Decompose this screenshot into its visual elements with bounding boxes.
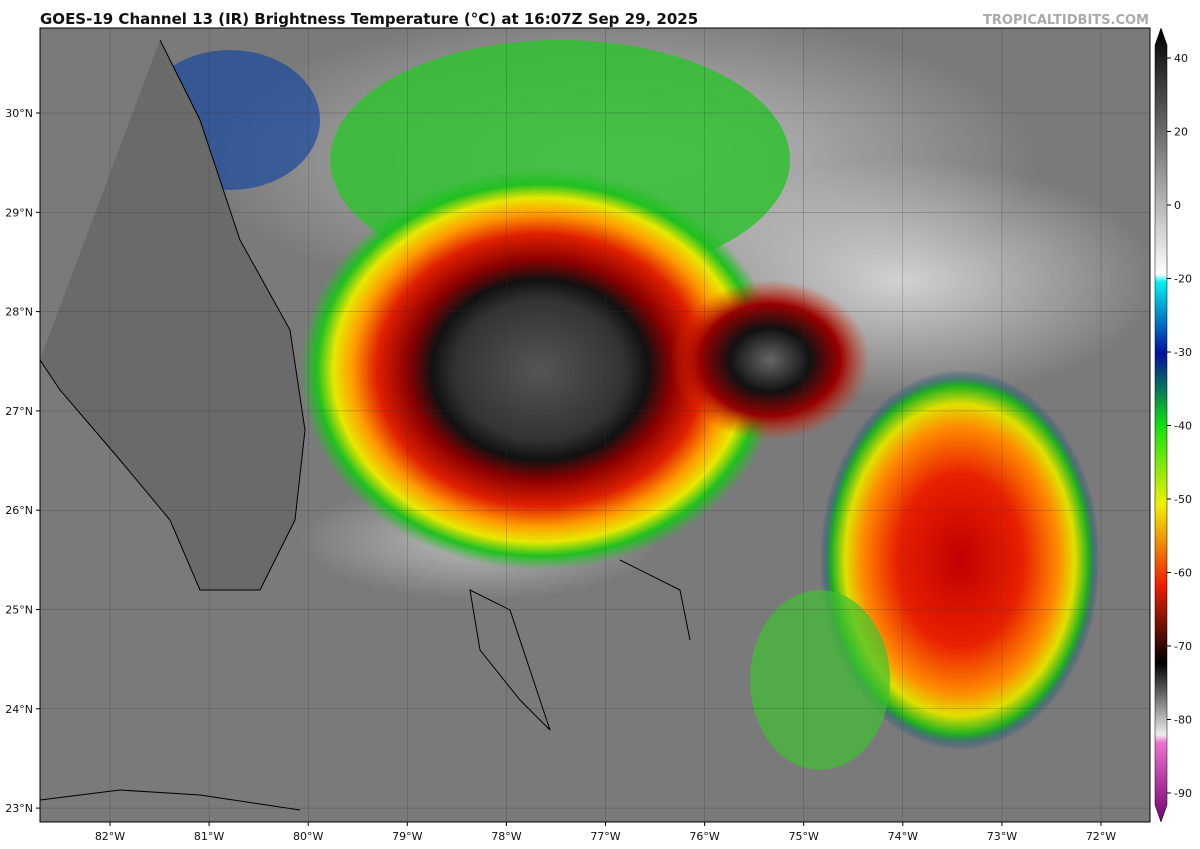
source: TROPICALTIDBITS.COM [983, 13, 1149, 28]
satellite-image [40, 28, 1150, 822]
lon-label: 78°W [491, 830, 521, 843]
lon-label: 74°W [888, 830, 918, 843]
colorbar-label: -20 [1174, 273, 1192, 286]
colorbar-label: -70 [1174, 640, 1192, 653]
lon-label: 81°W [194, 830, 224, 843]
colorbar [1154, 27, 1168, 823]
lat-label: 27°N [5, 405, 33, 418]
colorbar-label: -90 [1174, 787, 1192, 800]
lat-label: 28°N [5, 306, 33, 319]
lon-label: 77°W [590, 830, 620, 843]
colorbar-label: 40 [1174, 52, 1188, 65]
lat-label: 23°N [5, 802, 33, 815]
lon-label: 79°W [392, 830, 422, 843]
lon-label: 80°W [293, 830, 323, 843]
lon-label: 73°W [987, 830, 1017, 843]
colorbar-label: -50 [1174, 493, 1192, 506]
colorbar-label: -40 [1174, 420, 1192, 433]
lat-label: 30°N [5, 107, 33, 120]
lat-label: 25°N [5, 604, 33, 617]
colorbar-label: 0 [1174, 199, 1181, 212]
lat-label: 29°N [5, 206, 33, 219]
lat-label: 26°N [5, 504, 33, 517]
lon-label: 82°W [95, 830, 125, 843]
colorbar-label: -80 [1174, 714, 1192, 727]
colorbar-label: -30 [1174, 346, 1192, 359]
lon-label: 72°W [1086, 830, 1116, 843]
lon-label: 75°W [789, 830, 819, 843]
map-frame [39, 27, 1151, 823]
colorbar-label: -60 [1174, 567, 1192, 580]
colorbar-label: 20 [1174, 126, 1188, 139]
lat-label: 24°N [5, 703, 33, 716]
lon-label: 76°W [689, 830, 719, 843]
title: GOES-19 Channel 13 (IR) Brightness Tempe… [40, 10, 698, 28]
